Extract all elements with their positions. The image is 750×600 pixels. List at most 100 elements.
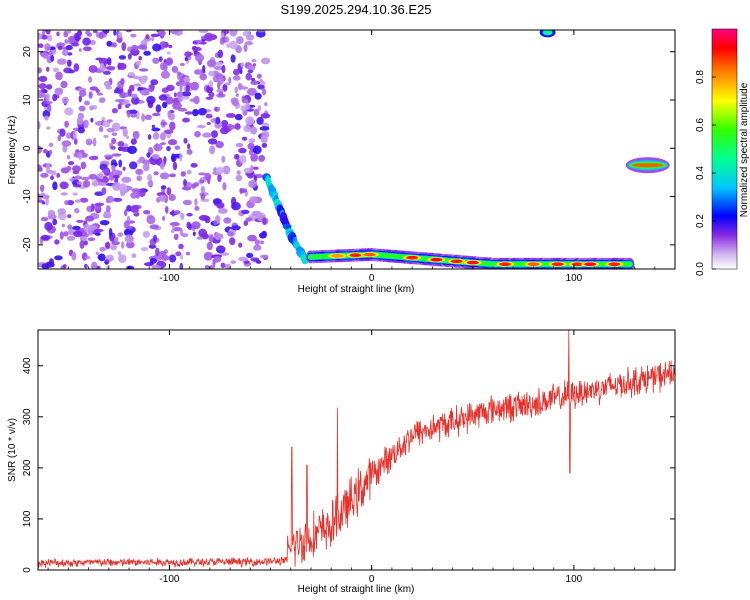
spectrogram-cell [88,155,99,161]
spectrogram-y-tick-label: -20 [22,237,33,252]
spectrogram-cell [152,234,158,242]
spectrogram-cell [261,88,267,96]
spectrogram-cell [194,53,205,63]
spectrogram-cell [92,179,99,187]
spectrogram-cell [48,142,54,147]
spectrogram-cell [243,220,249,226]
spectrogram-cell [72,170,80,175]
spectrogram-cell [95,89,100,93]
spectrogram-cell [48,50,53,56]
spectrogram-cell [257,105,262,112]
spectrogram-cell [82,231,88,236]
spectrogram-cell [119,146,126,152]
spectrogram-cell [175,251,182,257]
spectrogram-cell [542,30,553,36]
spectrogram-cell [158,94,168,101]
spectrogram-cell [142,162,150,172]
spectrogram-cell [261,142,268,148]
spectrogram-cell [119,183,128,193]
spectrogram-cell [41,89,45,93]
spectrogram-cell [130,138,137,145]
spectrogram-cell [184,57,188,61]
spectrogram-cell [216,88,225,93]
spectrogram-cell [215,116,221,125]
spectrogram-cell [73,230,83,238]
spectrogram-cell [38,164,42,172]
spectrogram-cell [62,48,69,57]
spectrogram-cell [99,66,107,71]
spectrogram-cell [68,69,75,74]
spectrogram-cell [105,205,111,213]
spectrogram-cell [164,206,169,213]
spectrogram-cell [40,216,49,222]
snr-y-tick-label: 300 [22,408,33,425]
spectrogram-cell [143,50,151,56]
spectrogram-cell [169,173,176,178]
spectrogram-cell [94,232,101,236]
spectrogram-cell [202,132,212,138]
spectrogram-cell [527,262,540,267]
spectrogram-cell [246,64,256,71]
spectrogram-cell [162,101,168,109]
spectrogram-cell [74,199,82,203]
spectrogram-cell [196,40,202,45]
spectrogram-y-axis-title: Frequency (Hz) [7,116,18,185]
spectrogram-cell [111,108,118,114]
colorbar-tick-label: 0.8 [695,70,706,84]
spectrogram-cell [126,265,135,269]
spectrogram-cell [244,41,253,46]
spectrogram-cell [132,75,141,80]
spectrogram-cell [57,208,66,215]
spectrogram-cell [215,61,223,66]
spectrogram-cell [44,43,51,51]
spectrogram-cell [76,116,84,125]
spectrogram-cell [137,44,147,50]
spectrogram-cells [38,30,670,269]
spectrogram-cell [111,132,118,137]
spectrogram-y-tick-label: 20 [22,46,33,58]
spectrogram-cell [98,97,106,104]
spectrogram-cell [220,252,230,256]
spectrogram-cell [45,30,51,35]
spectrogram-cell [180,254,184,260]
spectrogram-cell [38,75,48,82]
spectrogram-y-tick-label: 0 [22,145,33,151]
spectrogram-cell [181,96,190,100]
spectrogram-cell [247,69,254,74]
spectrogram-cell [42,148,48,154]
spectrogram-cell [146,152,151,158]
spectrogram-cell [147,134,152,140]
spectrogram-cell [78,105,86,112]
spectrogram-cell [160,132,166,141]
spectrogram-cell [179,152,183,162]
spectrogram-cell [168,194,176,201]
spectrogram-cell [169,254,177,263]
spectrogram-cell [127,111,131,118]
spectrogram-cell [48,149,53,155]
spectrogram-cell [184,51,192,58]
spectrogram-cell [153,143,163,152]
spectrogram-cell [551,262,564,267]
spectrogram-cell [232,75,241,81]
spectrogram-cell [166,84,175,92]
spectrogram-cell [223,30,230,35]
spectrogram-cell [222,182,227,191]
spectrogram-cell [83,223,90,232]
spectrogram-cell [85,215,94,222]
spectrogram-cell [127,145,137,155]
spectrogram-cell [136,175,142,182]
spectrogram-cell [214,236,224,239]
spectrogram-cell [209,145,216,155]
spectrogram-cell [163,156,167,164]
spectrogram-cell [150,33,160,37]
spectrogram-cell [129,84,135,92]
spectrogram-cell [92,30,98,34]
spectrogram-cell [60,192,68,196]
spectrogram-cell [217,173,222,183]
colorbar: 0.0 0.2 0.4 0.6 0.8 Normalized spectral ampl… [695,28,750,276]
spectrogram-x-axis-title: Height of straight line (km) [298,284,415,295]
spectrogram-cell [178,243,184,250]
spectrogram-cell [256,30,267,33]
spectrogram-cell [245,72,252,81]
